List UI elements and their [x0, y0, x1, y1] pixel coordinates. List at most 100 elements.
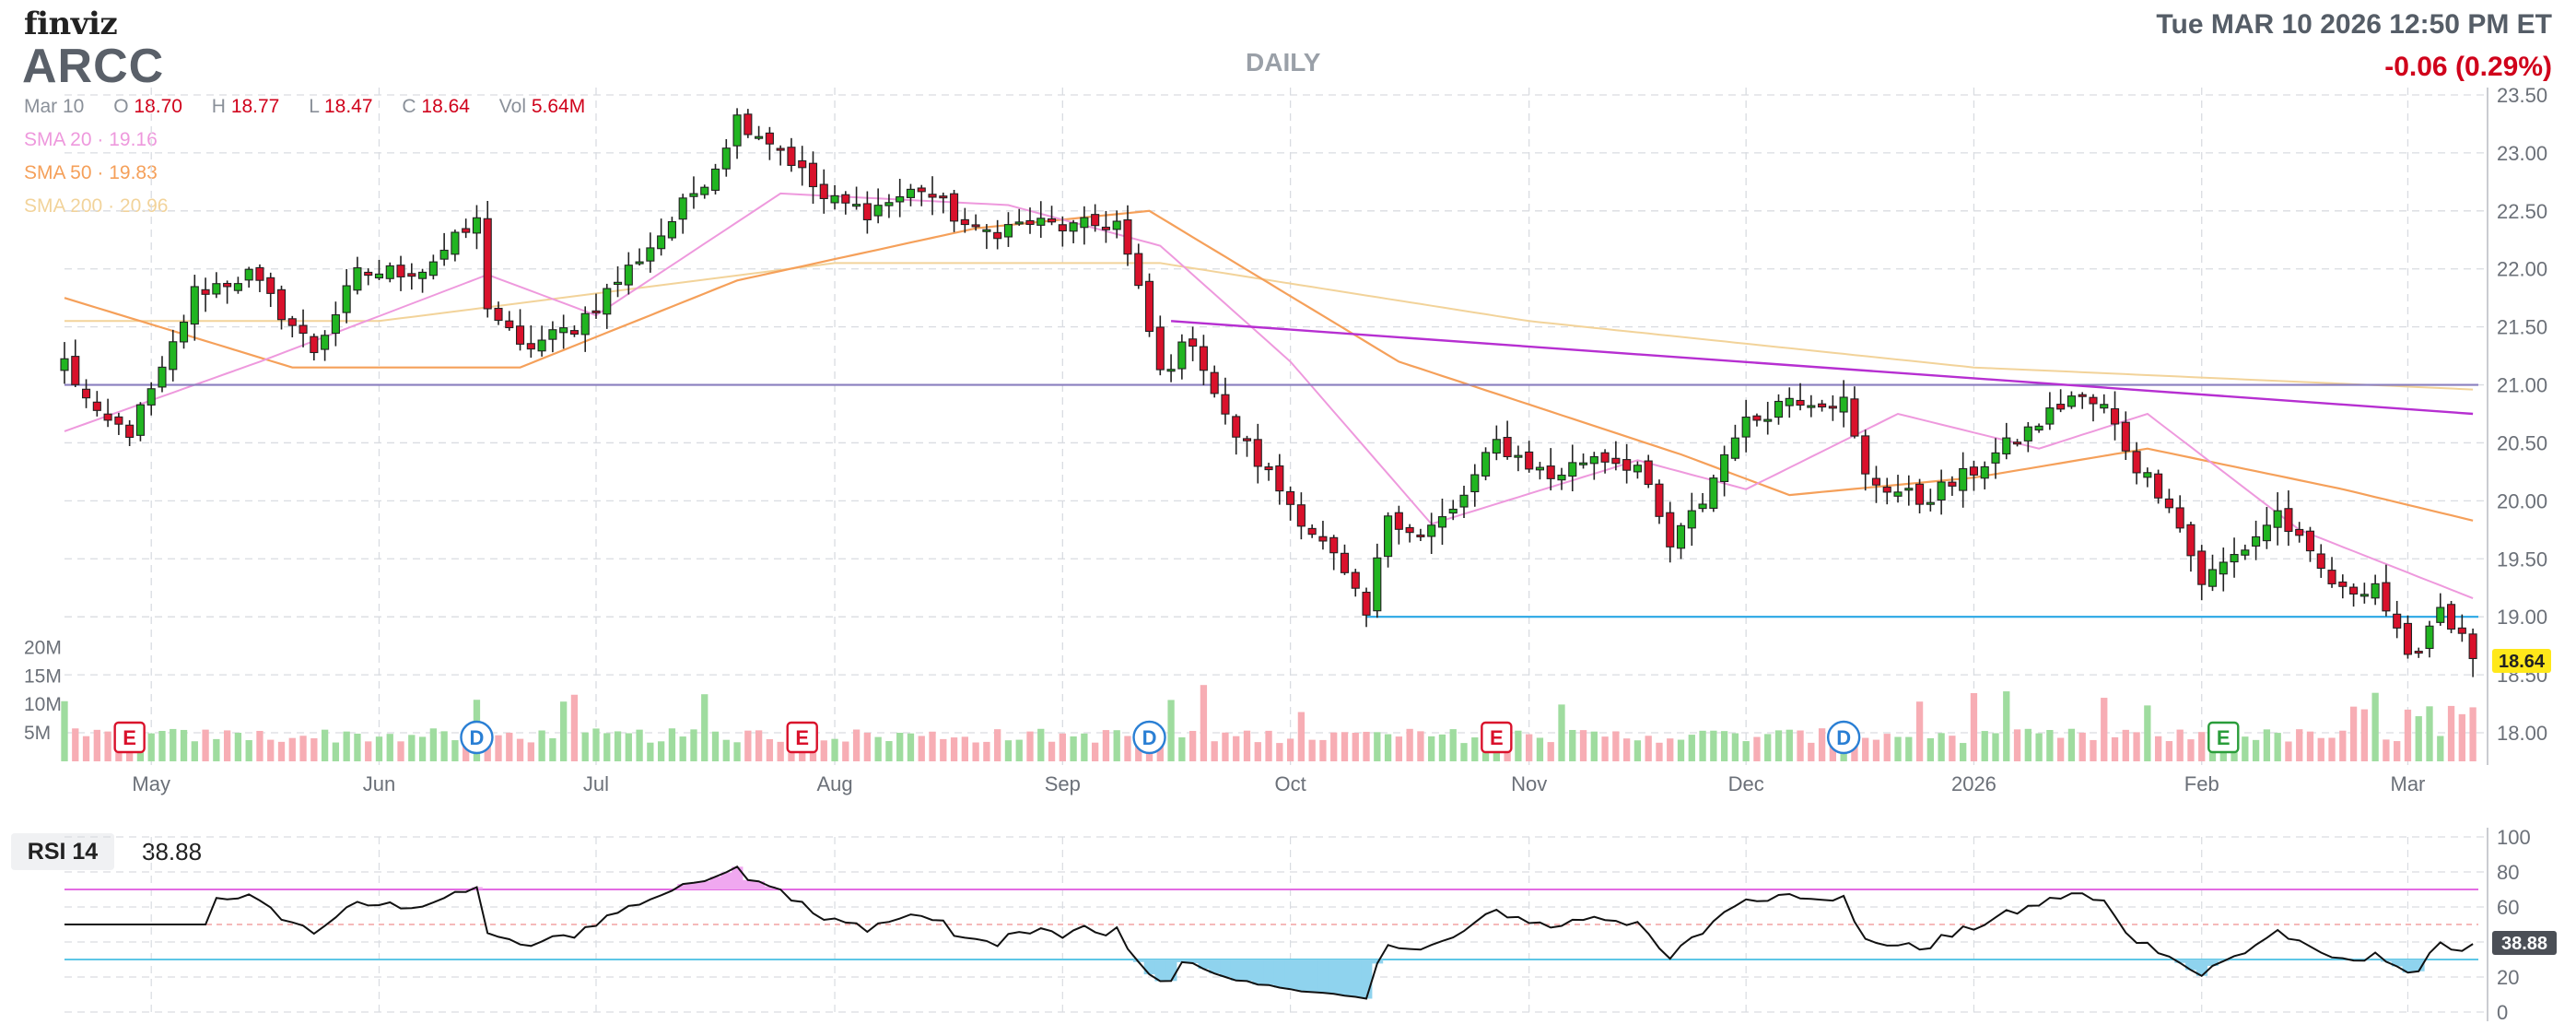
- rsi-chart[interactable]: 100806040200 38.88: [0, 811, 2576, 1036]
- sma20-legend[interactable]: SMA 20 · 19.16: [24, 129, 158, 150]
- candle-body: [1405, 526, 1414, 534]
- volume-bar: [592, 728, 600, 761]
- dividend-icon: [1826, 720, 1861, 755]
- volume-bar: [1102, 730, 1110, 761]
- volume-bar: [1243, 730, 1251, 761]
- price-tick-label: 21.00: [2497, 374, 2547, 397]
- candle-body: [1003, 224, 1013, 238]
- volume-bar: [2242, 736, 2249, 761]
- candle-body: [2262, 524, 2271, 542]
- volume-bar: [972, 742, 979, 761]
- candle-body: [146, 388, 156, 406]
- candle-body: [1199, 346, 1208, 371]
- sma50-path: [64, 209, 2474, 522]
- dividend-icon: [460, 720, 494, 755]
- candle-body: [710, 168, 720, 191]
- rsi-badge-bg: [2492, 931, 2557, 955]
- volume-bar: [647, 742, 654, 761]
- candle-body: [1025, 219, 1035, 225]
- dividend-marker[interactable]: D: [460, 720, 494, 755]
- rsi-oversold-area: [2207, 959, 2219, 966]
- rsi-indicator-label[interactable]: RSI 14: [11, 833, 114, 870]
- price-chart[interactable]: 20M 15M 10M 5M E D E D E D E 23.50 23.00 22.50 22.00…: [0, 0, 2576, 811]
- volume-bar: [668, 728, 676, 761]
- date-axis: May Jun Jul Aug Sep Oct Nov Dec 2026 Feb Mar: [132, 772, 2425, 795]
- dividend-marker[interactable]: D: [1132, 720, 1166, 755]
- earnings-marker[interactable]: E: [786, 721, 818, 754]
- candle-body: [1384, 515, 1393, 558]
- candlesticks: [60, 108, 2477, 677]
- candle-body: [1351, 571, 1360, 589]
- high-label: H: [211, 96, 226, 117]
- candle-body: [787, 147, 796, 166]
- volume-bar: [429, 728, 438, 761]
- sma50-legend[interactable]: SMA 50 · 19.83: [24, 162, 158, 183]
- candle-body: [374, 273, 384, 279]
- rsi-tick-label: 0: [2497, 1001, 2508, 1024]
- candle-body: [2468, 633, 2477, 660]
- candle-body: [1144, 280, 1154, 333]
- last-price-badge-bg: [2492, 649, 2551, 673]
- rsi-overbought-area: [709, 877, 721, 889]
- volume-bar: [440, 731, 448, 761]
- candle-body: [1296, 504, 1306, 527]
- candle-body: [1818, 403, 1827, 408]
- volume-bar: [2111, 736, 2119, 761]
- candle-body: [1514, 454, 1523, 458]
- price-tick-label: 21.50: [2497, 316, 2547, 339]
- volume-bar: [1992, 733, 1999, 761]
- volume-bar: [2122, 729, 2129, 761]
- candle-body: [2143, 472, 2152, 478]
- volume-bar: [2383, 739, 2390, 761]
- volume-bar: [1286, 738, 1294, 761]
- candle-body: [1666, 512, 1675, 547]
- date-tick-label: Oct: [1274, 772, 1306, 795]
- candle-body: [451, 231, 460, 255]
- earnings-marker[interactable]: E: [1481, 721, 1513, 754]
- datetime-display: Tue MAR 10 2026 12:50 PM ET: [2156, 9, 2552, 40]
- earnings-marker[interactable]: E: [113, 721, 146, 754]
- candle-body: [2284, 508, 2293, 533]
- drawn-levels[interactable]: [64, 320, 2478, 618]
- candle-body: [1091, 214, 1100, 227]
- dividend-marker[interactable]: D: [1826, 720, 1861, 755]
- candle-body: [755, 135, 764, 139]
- volume-bar: [451, 740, 459, 761]
- candle-body: [2219, 561, 2228, 575]
- candle-body: [1188, 338, 1198, 347]
- candle-body: [1221, 394, 1230, 415]
- volume-bar: [2176, 729, 2184, 761]
- candle-body: [1644, 460, 1653, 486]
- volume-bar: [2415, 716, 2422, 761]
- volume-bar: [625, 733, 632, 761]
- earnings-marker[interactable]: E: [2207, 721, 2240, 754]
- volume-bar: [223, 730, 231, 761]
- rsi-overbought-area: [764, 886, 776, 889]
- candle-body: [1340, 552, 1350, 573]
- candle-body: [721, 147, 731, 170]
- candle-body: [982, 229, 991, 232]
- rsi-oversold-area: [1328, 959, 1341, 995]
- candle-body: [60, 358, 69, 371]
- rsi-oversold-area: [1230, 959, 1243, 981]
- candle-body: [971, 224, 980, 228]
- volume-bar: [256, 730, 263, 761]
- volume-bar: [1862, 737, 1869, 761]
- candle-body: [1080, 217, 1089, 229]
- rsi-oversold-area: [1209, 959, 1221, 974]
- price-axis: 23.50 23.00 22.50 22.00 21.50 21.00 20.50 20.00…: [2497, 84, 2547, 745]
- candle-body: [1807, 405, 1816, 408]
- rsi-oversold-area: [1284, 959, 1296, 990]
- finviz-logo[interactable]: finviz: [24, 6, 118, 42]
- candle-body: [928, 194, 937, 198]
- candle-body: [483, 218, 492, 310]
- date-tick-label: Jun: [363, 772, 395, 795]
- rsi-oversold-area: [2381, 959, 2393, 962]
- volume-bar: [1915, 701, 1924, 761]
- volume-bar: [1081, 733, 1088, 761]
- candle-body: [1752, 415, 1762, 421]
- candle-body: [1926, 501, 1935, 505]
- candle-body: [624, 265, 633, 286]
- candle-body: [1394, 512, 1403, 530]
